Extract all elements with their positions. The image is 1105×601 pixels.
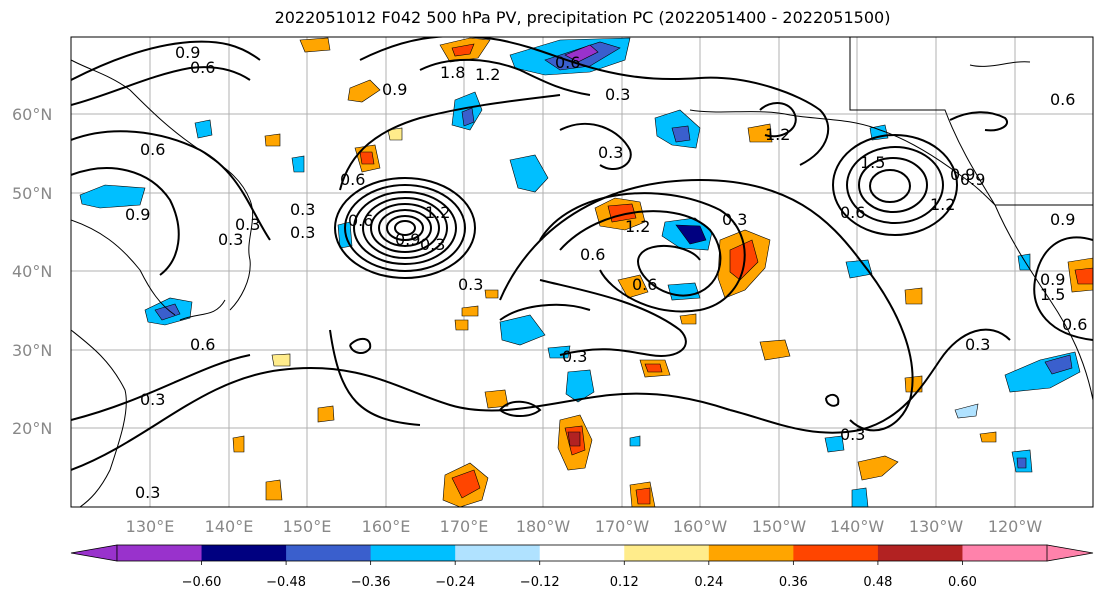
contour-label: 0.3	[290, 200, 315, 219]
colorbar-segment	[708, 545, 794, 561]
contour-label: 0.6	[140, 140, 165, 159]
contour-label: 0.6	[1062, 315, 1087, 334]
contour-label: 1.5	[860, 153, 885, 172]
contour-label: 0.9	[960, 170, 985, 189]
contour-label: 1.2	[930, 195, 955, 214]
lon-label: 140°W	[830, 517, 885, 536]
colorbar-tick-label: 0.48	[863, 575, 892, 590]
colorbar-segment	[201, 545, 287, 561]
contour-label: 1.8	[440, 63, 465, 82]
contour-label: 0.6	[580, 245, 605, 264]
contour-label: 0.9	[950, 165, 975, 184]
contour-label: 0.6	[555, 53, 580, 72]
lon-label: 140°E	[205, 517, 254, 536]
colorbar-tick-label: 0.12	[610, 575, 639, 590]
contour-label: 0.6	[1050, 90, 1075, 109]
colorbar-tick-label: −0.48	[266, 575, 306, 590]
colorbar-tick-label: 0.24	[694, 575, 723, 590]
contour-label: 0.6	[340, 170, 365, 189]
colorbar-tick-label: −0.36	[351, 575, 391, 590]
contour-label: 0.3	[605, 85, 630, 104]
contour-label: 0.3	[722, 210, 747, 229]
colorbar-tick-label: −0.60	[182, 575, 222, 590]
contour-label: 0.3	[598, 143, 623, 162]
contour-label: 0.9	[382, 80, 407, 99]
lon-label: 170°E	[440, 517, 489, 536]
latitude-labels: 60°N 50°N 40°N 30°N 20°N	[12, 105, 52, 438]
contour-label: 0.3	[562, 347, 587, 366]
contour-label: 1.2	[765, 125, 790, 144]
contour-label: 0.6	[348, 211, 373, 230]
colorbar-min-extension	[70, 544, 118, 562]
lon-label: 160°W	[673, 517, 728, 536]
contour-label: 0.3	[965, 335, 990, 354]
colorbar: −0.60 −0.48 −0.36 −0.24 −0.12 0.12 0.24 0.36 0.4…	[70, 544, 1094, 590]
contour-label: 0.6	[190, 58, 215, 77]
map-title: 2022051012 F042 500 hPa PV, precipitatio…	[274, 8, 891, 27]
contour-label: 0.3	[290, 223, 315, 242]
colorbar-tick-label: −0.24	[435, 575, 475, 590]
map-frame	[70, 36, 1094, 508]
contour-label: 0.9	[125, 205, 150, 224]
lon-label: 130°E	[126, 517, 175, 536]
lon-label: 150°W	[752, 517, 807, 536]
contour-label: 0.3	[218, 230, 243, 249]
colorbar-segment	[877, 545, 963, 561]
contour-label: 0.3	[840, 425, 865, 444]
lon-label: 120°W	[988, 517, 1043, 536]
longitude-labels: 130°E 140°E 150°E 160°E 170°E 180°W 170°…	[126, 517, 1043, 536]
contour-label: 1.2	[425, 203, 450, 222]
colorbar-max-extension	[1046, 544, 1094, 562]
colorbar-segment	[793, 545, 879, 561]
colorbar-segment	[286, 545, 372, 561]
lat-label: 40°N	[12, 262, 52, 281]
contour-label: 1.2	[475, 65, 500, 84]
lon-label: 170°W	[595, 517, 650, 536]
colorbar-segment	[370, 545, 456, 561]
colorbar-segment	[117, 545, 203, 561]
contour-labels: 0.9 0.6 1.8 1.2 0.6 0.9 0.3 0.6 0.3 1.2 …	[125, 43, 1087, 502]
contour-label: 0.3	[420, 235, 445, 254]
lat-label: 20°N	[12, 419, 52, 438]
contour-label: 0.6	[632, 275, 657, 294]
colorbar-tick-label: 0.36	[779, 575, 808, 590]
colorbar-segment	[624, 545, 710, 561]
contour-label: 0.9	[1050, 210, 1075, 229]
lat-label: 60°N	[12, 105, 52, 124]
lon-label: 130°W	[909, 517, 964, 536]
lon-label: 160°E	[362, 517, 411, 536]
contour-label: 0.6	[840, 203, 865, 222]
contour-label: 0.9	[1040, 270, 1065, 289]
negative-precip-shading	[79, 37, 1081, 507]
contour-label: 0.6	[190, 335, 215, 354]
colorbar-segment	[539, 545, 625, 561]
contour-label: 0.3	[140, 390, 165, 409]
contour-label: 0.9	[175, 43, 200, 62]
colorbar-segment	[962, 545, 1048, 561]
pv-contours	[71, 37, 1093, 471]
lon-label: 180°W	[516, 517, 571, 536]
colorbar-tick-label: −0.12	[520, 575, 560, 590]
positive-precip-shading	[232, 37, 1093, 507]
colorbar-tick-label: 0.60	[948, 575, 977, 590]
lat-label: 50°N	[12, 184, 52, 203]
contour-label: 0.9	[395, 230, 420, 249]
contour-label: 0.3	[458, 275, 483, 294]
lat-label: 30°N	[12, 341, 52, 360]
contour-label: 0.3	[135, 483, 160, 502]
contour-label: 1.2	[625, 217, 650, 236]
colorbar-segment	[455, 545, 541, 561]
contour-label: 1.5	[1040, 285, 1065, 304]
contour-label: 0.3	[235, 215, 260, 234]
lon-label: 150°E	[283, 517, 332, 536]
